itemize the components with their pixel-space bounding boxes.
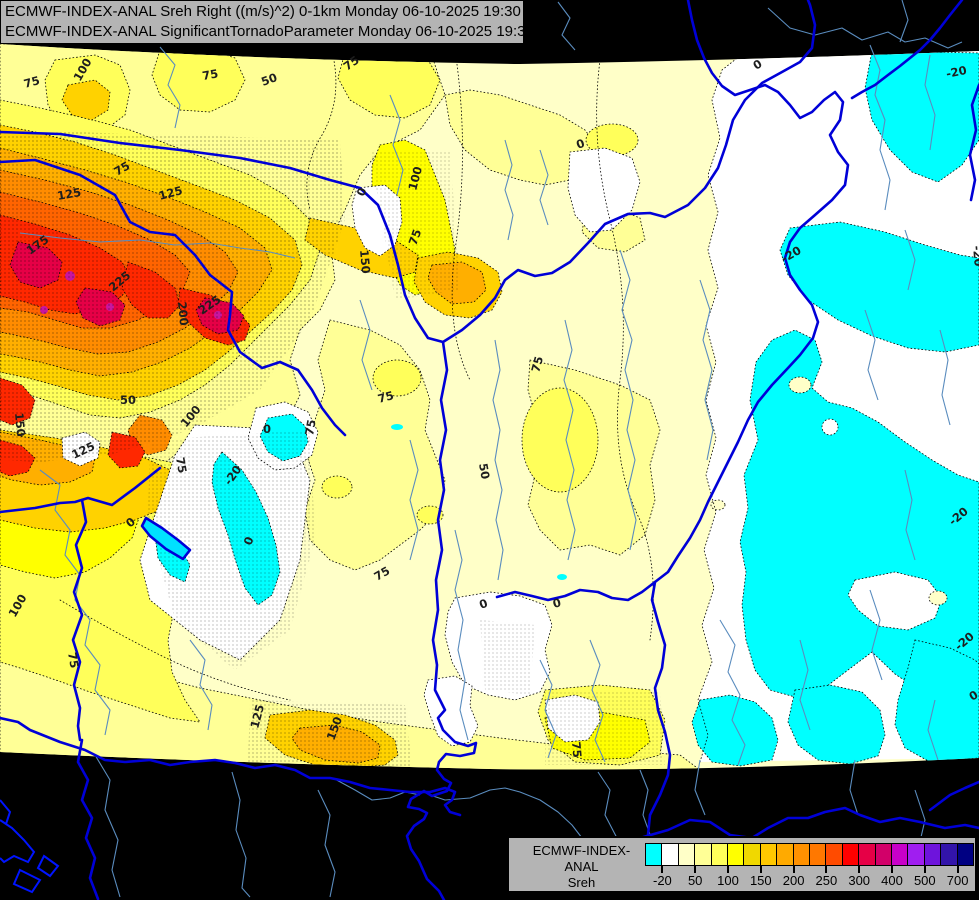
river-sava bbox=[608, 806, 979, 857]
contour-label: 50 bbox=[259, 70, 279, 89]
legend-color-cell bbox=[661, 843, 679, 866]
legend-tick bbox=[923, 866, 926, 873]
contour-label: 0 bbox=[551, 595, 562, 611]
legend-tick bbox=[694, 866, 697, 873]
legend-tick-label: 50 bbox=[687, 873, 703, 888]
river-danube-south bbox=[405, 340, 478, 900]
legend-color-cell bbox=[645, 843, 663, 866]
legend-source-label: ECMWF-INDEX-ANAL bbox=[532, 843, 631, 874]
contour-label: -20 bbox=[945, 63, 968, 81]
contour-label: 125 bbox=[247, 703, 267, 730]
legend-tick bbox=[759, 866, 762, 873]
legend-color-cell bbox=[710, 843, 728, 866]
legend-color-cell bbox=[809, 843, 827, 866]
border-west-vertical bbox=[71, 498, 88, 742]
contour-label: 200 bbox=[175, 301, 191, 326]
legend-color-cell bbox=[891, 843, 909, 866]
contour-label: 75 bbox=[406, 227, 425, 247]
contour-label: 75 bbox=[528, 355, 546, 374]
legend-tick-label: 100 bbox=[717, 873, 739, 888]
legend-color-cell bbox=[858, 843, 876, 866]
title-bar: ECMWF-INDEX-ANAL Sreh Right ((m/s)^2) 0-… bbox=[0, 0, 524, 44]
border-northwest bbox=[0, 158, 347, 437]
legend-box: ECMWF-INDEX-ANAL Sreh (m/s)^2 -20 50 100 15… bbox=[507, 836, 977, 900]
legend-color-cell bbox=[825, 843, 843, 866]
contour-label: 75 bbox=[112, 158, 133, 178]
legend-tick-label: -20 bbox=[652, 873, 672, 888]
legend-tick-label: 500 bbox=[913, 873, 936, 888]
legend-unit-label: (m/s)^2 bbox=[560, 891, 603, 900]
field-fill-layer bbox=[0, 44, 979, 770]
legend-text-block: ECMWF-INDEX-ANAL Sreh (m/s)^2 bbox=[519, 843, 644, 900]
legend-color-cell bbox=[923, 843, 942, 866]
legend-tick-label: 200 bbox=[782, 873, 805, 888]
border-southwest bbox=[76, 738, 100, 900]
contour-label: 100 bbox=[405, 165, 425, 192]
legend-color-cell bbox=[694, 843, 712, 866]
legend-color-cell bbox=[956, 843, 974, 866]
adriatic-coastline bbox=[0, 799, 60, 894]
river-northeast bbox=[850, 0, 964, 100]
contour-label: 150 bbox=[357, 249, 373, 274]
legend-color-cell bbox=[677, 843, 696, 866]
legend-tick-label: 400 bbox=[881, 873, 903, 888]
legend-color-cell bbox=[907, 843, 925, 866]
legend-tick-label: 700 bbox=[946, 873, 969, 888]
contour-label: -20 bbox=[970, 245, 979, 267]
contour-label: 125 bbox=[56, 185, 82, 203]
title-line-2: ECMWF-INDEX-ANAL SignificantTornadoParam… bbox=[5, 23, 524, 40]
contour-label: 75 bbox=[569, 741, 584, 758]
contour-label: 75 bbox=[372, 563, 393, 583]
river-drava bbox=[0, 716, 462, 817]
legend-color-cell bbox=[759, 843, 778, 866]
legend-tick bbox=[956, 866, 959, 873]
contour-label: 75 bbox=[201, 66, 219, 83]
contour-label: 125 bbox=[157, 183, 184, 203]
river-koros bbox=[495, 580, 657, 602]
legend-tick bbox=[661, 866, 664, 873]
legend-tick bbox=[858, 866, 861, 873]
title-line-1: ECMWF-INDEX-ANAL Sreh Right ((m/s)^2) 0-… bbox=[5, 3, 521, 20]
legend-tick-label: 300 bbox=[848, 873, 871, 888]
legend-color-cell bbox=[792, 843, 810, 866]
lake-balaton bbox=[140, 516, 192, 561]
contour-label: 50 bbox=[120, 393, 136, 407]
legend-color-cell bbox=[727, 843, 745, 866]
legend-tick bbox=[792, 866, 795, 873]
legend-color-cell bbox=[841, 843, 860, 866]
legend-color-cell bbox=[776, 843, 794, 866]
legend-tick bbox=[891, 866, 893, 873]
river-east-edge bbox=[968, 83, 979, 202]
river-danube-north bbox=[0, 0, 817, 344]
legend-color-cell bbox=[743, 843, 761, 866]
minor-rivers bbox=[19, 0, 963, 898]
contour-label: 75 bbox=[173, 456, 190, 474]
contour-label: 75 bbox=[302, 418, 319, 436]
legend-tick bbox=[727, 866, 729, 873]
stipple-overlay bbox=[0, 130, 665, 766]
contour-lines bbox=[59, 44, 746, 763]
contour-label: 75 bbox=[22, 73, 41, 91]
legend-color-cell bbox=[940, 843, 958, 866]
contour-label: 75 bbox=[376, 388, 395, 406]
legend-color-cell bbox=[874, 843, 892, 866]
contour-label: 50 bbox=[476, 462, 493, 480]
river-southeast-corner bbox=[928, 780, 979, 812]
contour-label: 75 bbox=[65, 651, 82, 669]
contour-label: 150 bbox=[12, 412, 28, 437]
contour-label: 0 bbox=[263, 422, 271, 436]
river-tisza bbox=[646, 0, 850, 837]
legend-tick-label: 250 bbox=[815, 873, 838, 888]
legend-tick-label: 150 bbox=[749, 873, 772, 888]
legend-tick bbox=[825, 866, 828, 873]
legend-parameter-label: Sreh bbox=[567, 875, 596, 890]
